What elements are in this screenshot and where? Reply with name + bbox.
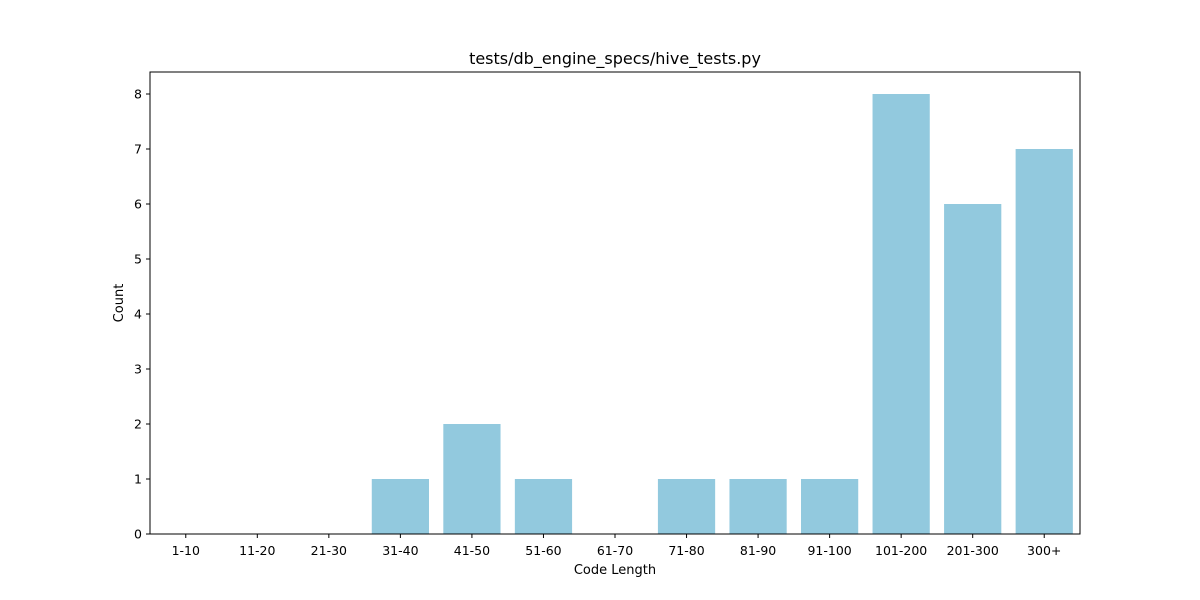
x-tick-label: 1-10 — [172, 543, 200, 558]
bar-81-90 — [729, 479, 787, 534]
y-tick-label: 8 — [134, 87, 142, 102]
bar-71-80 — [657, 479, 716, 534]
x-tick-label: 21-30 — [311, 543, 347, 558]
y-tick-label: 1 — [134, 472, 142, 487]
bar-91-100 — [801, 479, 859, 534]
bar-201-300 — [944, 204, 1002, 534]
bar-41-50 — [443, 424, 501, 534]
y-tick-label: 0 — [134, 527, 142, 542]
x-tick-label: 81-90 — [740, 543, 776, 558]
x-axis-ticks: 1-10 11-20 21-30 31-40 41-50 51-60 61-70 71-80 8… — [172, 534, 1061, 558]
bar-101-200 — [872, 94, 930, 534]
y-tick-label: 3 — [134, 362, 142, 377]
x-tick-label: 91-100 — [807, 543, 851, 558]
y-tick-label: 2 — [134, 417, 142, 432]
y-tick-label: 5 — [134, 252, 142, 267]
x-tick-label: 61-70 — [597, 543, 633, 558]
y-tick-label: 7 — [134, 142, 142, 157]
x-tick-label: 300+ — [1027, 543, 1061, 558]
x-axis-label: Code Length — [574, 563, 656, 578]
x-tick-label: 11-20 — [239, 543, 275, 558]
x-tick-label: 31-40 — [382, 543, 418, 558]
y-axis-ticks: 0 1 2 3 4 5 6 7 8 — [134, 87, 150, 542]
y-axis-label: Count — [112, 284, 127, 323]
x-tick-label: 71-80 — [668, 543, 704, 558]
y-tick-label: 4 — [134, 307, 142, 322]
x-tick-label: 201-300 — [947, 543, 999, 558]
x-tick-label: 101-200 — [875, 543, 927, 558]
bar-31-40 — [371, 479, 429, 534]
bar-51-60 — [514, 479, 573, 534]
x-tick-label: 41-50 — [454, 543, 490, 558]
y-tick-label: 6 — [134, 197, 142, 212]
plot-frame — [149, 71, 1081, 535]
bar-300+ — [1015, 149, 1073, 534]
x-tick-label: 51-60 — [525, 543, 561, 558]
chart-title: tests/db_engine_specs/hive_tests.py — [469, 49, 761, 69]
bars-layer — [371, 94, 1073, 534]
